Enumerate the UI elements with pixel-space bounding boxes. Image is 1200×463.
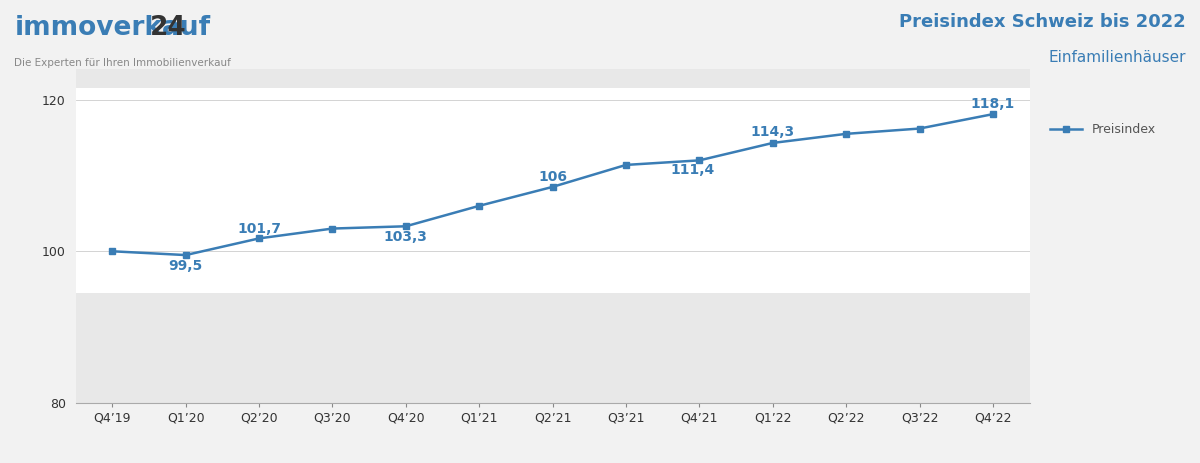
Bar — [76, 88, 1030, 293]
Preisindex — [472, 203, 486, 209]
Preisindex — [106, 249, 120, 254]
Preisindex — [912, 126, 926, 131]
Preisindex — [179, 252, 193, 258]
Text: Preisindex Schweiz bis 2022: Preisindex Schweiz bis 2022 — [899, 13, 1186, 31]
Text: immoverkauf: immoverkauf — [14, 15, 210, 41]
Text: 101,7: 101,7 — [238, 222, 281, 236]
Text: Die Experten für Ihren Immobilienverkauf: Die Experten für Ihren Immobilienverkauf — [14, 58, 232, 68]
Text: 118,1: 118,1 — [971, 97, 1015, 112]
Preisindex — [839, 131, 853, 137]
Bar — [76, 69, 1030, 88]
Legend: Preisindex: Preisindex — [1045, 118, 1160, 141]
Preisindex — [692, 157, 707, 163]
Text: 103,3: 103,3 — [384, 231, 427, 244]
Line: Preisindex: Preisindex — [109, 111, 996, 258]
Preisindex — [766, 140, 780, 146]
Bar — [76, 293, 1030, 403]
Text: 24: 24 — [150, 15, 187, 41]
Preisindex — [985, 112, 1000, 117]
Text: 114,3: 114,3 — [751, 125, 794, 139]
Preisindex — [252, 236, 266, 241]
Preisindex — [546, 184, 560, 190]
Text: Einfamilienhäuser: Einfamilienhäuser — [1048, 50, 1186, 64]
Text: 106: 106 — [538, 170, 568, 184]
Preisindex — [619, 162, 634, 168]
Text: 111,4: 111,4 — [671, 163, 714, 177]
Preisindex — [398, 224, 413, 229]
Text: 99,5: 99,5 — [168, 259, 203, 273]
Preisindex — [325, 226, 340, 232]
